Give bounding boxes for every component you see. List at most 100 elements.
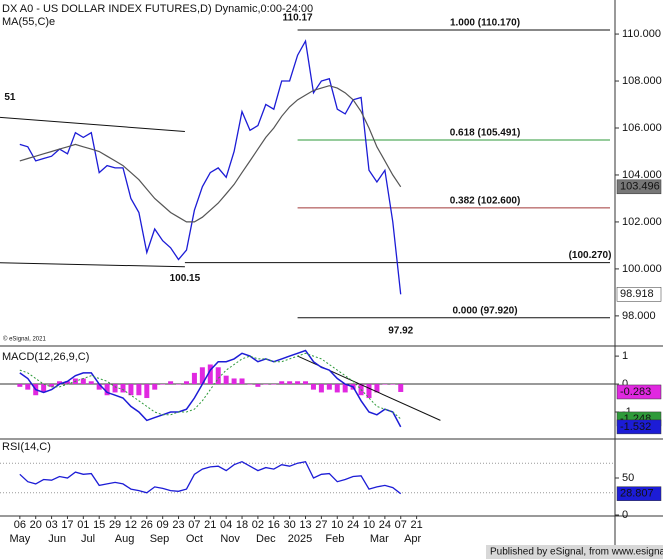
x-tick-label: 21 (204, 519, 216, 531)
histogram-bar (168, 381, 174, 385)
moving-average (19, 85, 402, 223)
value-tag (616, 384, 662, 400)
histogram-bar (303, 381, 309, 385)
histogram-bar (57, 381, 63, 385)
fib-label: 0.618 (105.491) (450, 128, 521, 139)
rsi-line (19, 460, 402, 495)
histogram-bar (255, 384, 261, 387)
x-tick-label: 17 (61, 519, 73, 531)
histogram-bar (271, 384, 277, 385)
month-label: May (9, 533, 30, 545)
value-tag (616, 419, 662, 435)
y-tick-label: 100.000 (622, 263, 662, 275)
histogram-bar (390, 384, 396, 385)
value-tag-label: -0.283 (620, 386, 651, 398)
y-tick-label: 102.000 (622, 216, 662, 228)
histogram-bar (80, 378, 86, 385)
x-tick-label: 12 (125, 519, 137, 531)
histogram-bar (382, 384, 388, 385)
month-label: Nov (220, 533, 240, 545)
month-label: Jul (81, 533, 95, 545)
histogram-bar (88, 381, 94, 385)
y-tick-label: 98.000 (622, 310, 656, 322)
x-tick-label: 15 (93, 519, 105, 531)
y-tick-label: 106.000 (622, 122, 662, 134)
histogram-bar (215, 367, 221, 385)
y-tick-label: 0 (622, 509, 628, 521)
histogram-bar (25, 384, 31, 390)
histogram-bar (287, 381, 293, 385)
histogram-bar (183, 381, 189, 385)
x-tick-label: 16 (268, 519, 280, 531)
histogram-bar (152, 384, 158, 390)
x-tick-label: 07 (395, 519, 407, 531)
fib-label: 0.382 (102.600) (450, 195, 521, 206)
month-label: Jun (48, 533, 66, 545)
histogram-bar (136, 384, 142, 396)
histogram-bar (191, 372, 197, 385)
month-label: Aug (115, 533, 135, 545)
histogram-bar (17, 384, 23, 387)
histogram-bar (64, 381, 70, 385)
histogram-bar (366, 384, 372, 399)
histogram-bar (128, 384, 134, 396)
x-tick-label: 10 (363, 519, 375, 531)
histogram-bar (263, 384, 269, 385)
histogram-bar (247, 384, 253, 385)
histogram-bar (207, 364, 213, 385)
histogram-bar (326, 384, 332, 390)
x-tick-label: 29 (109, 519, 121, 531)
x-tick-label: 20 (30, 519, 42, 531)
histogram-bar (160, 384, 166, 385)
histogram-bar (199, 367, 205, 385)
histogram-bar (374, 384, 380, 393)
value-tag (616, 287, 662, 302)
x-tick-label: 24 (347, 519, 359, 531)
signal-line (19, 352, 402, 420)
y-tick-label: 1 (622, 350, 628, 362)
x-tick-label: 10 (331, 519, 343, 531)
x-tick-label: 09 (157, 519, 169, 531)
y-tick-label: 104.000 (622, 169, 662, 181)
x-tick-label: 13 (299, 519, 311, 531)
chart-title: DX A0 - US DOLLAR INDEX FUTURES,D) Dynam… (2, 3, 313, 15)
histogram-bar (96, 384, 102, 390)
x-tick-label: 21 (410, 519, 422, 531)
month-label: Mar (370, 533, 389, 545)
value-tag-label: 98.918 (620, 288, 654, 300)
value-tag-label: -1.532 (620, 421, 651, 433)
x-tick-label: 23 (172, 519, 184, 531)
panel-title: MACD(12,26,9,C) (2, 351, 89, 363)
histogram-bar (310, 384, 316, 390)
x-tick-label: 07 (188, 519, 200, 531)
value-tag-label: 103.496 (620, 181, 660, 193)
value-tag (616, 486, 662, 501)
histogram-bar (334, 384, 340, 393)
histogram-bar (295, 381, 301, 385)
histogram-bar (176, 384, 182, 385)
fib-label: 1.000 (110.170) (450, 18, 520, 29)
month-label: Sep (150, 533, 170, 545)
value-tag-label: 28.807 (620, 488, 654, 500)
annotation: 100.15 (170, 273, 201, 284)
month-label: 2025 (288, 533, 312, 545)
footer: Published by eSignal, from www.esignal.c… (490, 547, 663, 558)
histogram-bar (398, 384, 404, 392)
histogram-bar (279, 381, 285, 385)
x-tick-label: 26 (141, 519, 153, 531)
month-label: Feb (325, 533, 344, 545)
macd-line (19, 349, 402, 428)
y-tick-label: 108.000 (622, 75, 662, 87)
annotation: 51 (4, 92, 16, 103)
month-label: Apr (404, 533, 421, 545)
x-tick-label: 27 (315, 519, 327, 531)
histogram-bar (144, 384, 150, 399)
footer-box (486, 545, 663, 559)
legend-entry: MA(55,C)e (2, 16, 55, 28)
x-tick-label: 02 (252, 519, 264, 531)
annotation: 110.17 (283, 13, 313, 24)
y-tick-label: 0 (622, 378, 628, 390)
value-tag (616, 179, 662, 195)
month-label: Dec (256, 533, 276, 545)
histogram-bar (120, 384, 126, 393)
